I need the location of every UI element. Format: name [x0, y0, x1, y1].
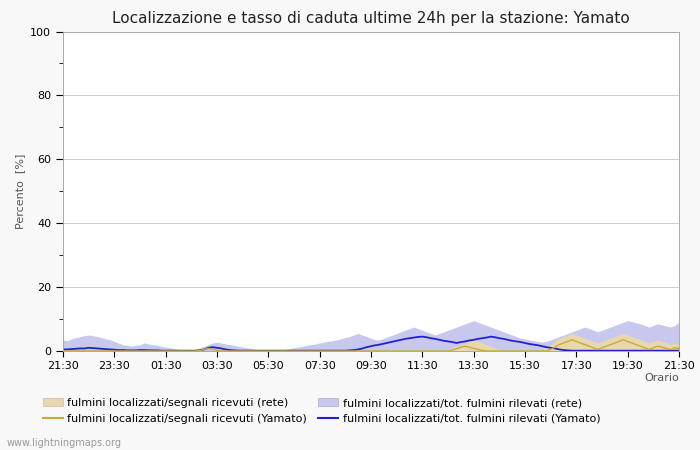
Text: Orario: Orario: [644, 374, 679, 383]
Text: www.lightningmaps.org: www.lightningmaps.org: [7, 438, 122, 448]
Y-axis label: Percento  [%]: Percento [%]: [15, 153, 24, 229]
Title: Localizzazione e tasso di caduta ultime 24h per la stazione: Yamato: Localizzazione e tasso di caduta ultime …: [112, 11, 630, 26]
Legend: fulmini localizzati/segnali ricevuti (rete), fulmini localizzati/segnali ricevut: fulmini localizzati/segnali ricevuti (re…: [43, 398, 601, 423]
